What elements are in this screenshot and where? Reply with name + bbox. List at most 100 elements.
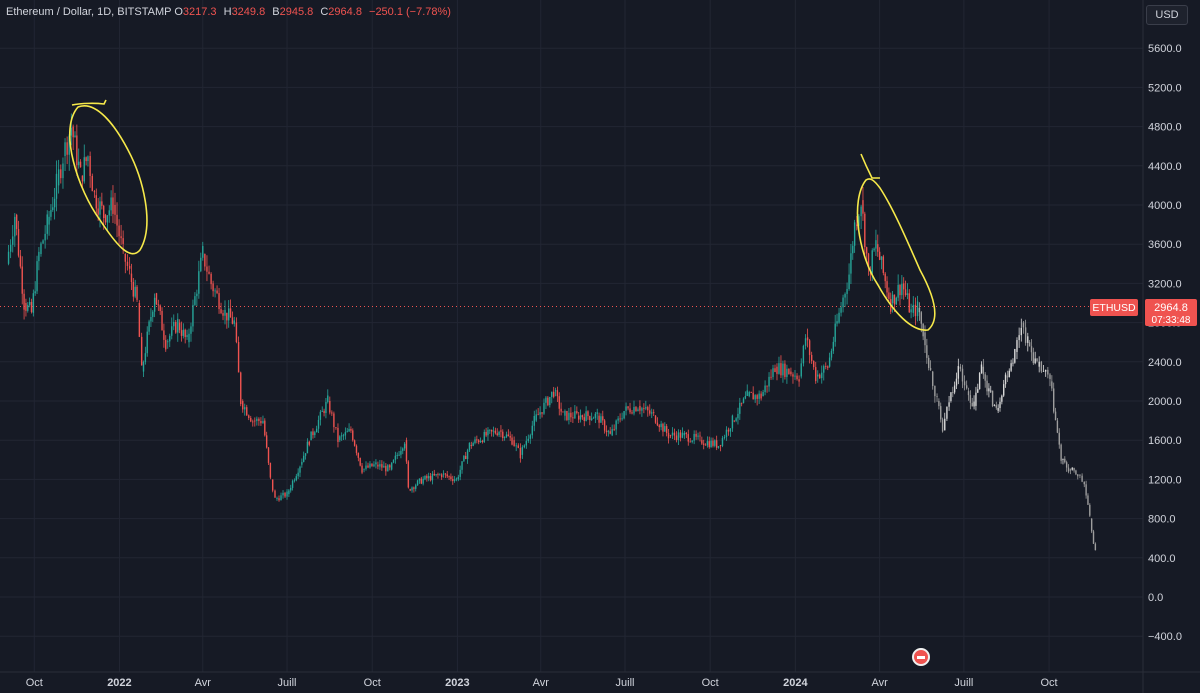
candle-body bbox=[1022, 322, 1025, 328]
candle-body bbox=[128, 265, 131, 269]
candle-body bbox=[566, 410, 568, 421]
open-label: O bbox=[174, 6, 183, 18]
candle-body bbox=[590, 418, 593, 420]
candle-body bbox=[675, 435, 678, 440]
candle-body bbox=[629, 408, 631, 413]
candle-body bbox=[155, 293, 158, 305]
candle-body bbox=[740, 402, 743, 404]
candle-body bbox=[556, 390, 559, 397]
candle-body bbox=[1058, 432, 1060, 445]
candle-body bbox=[489, 429, 491, 431]
candle-body bbox=[389, 465, 391, 468]
candle-body bbox=[169, 335, 171, 342]
candle-body bbox=[68, 135, 70, 155]
candle-body bbox=[19, 255, 22, 267]
candle-body bbox=[478, 440, 480, 443]
candle-body bbox=[677, 432, 680, 440]
candle-body bbox=[161, 310, 163, 331]
candle-body bbox=[327, 395, 329, 402]
candle-body bbox=[685, 432, 688, 435]
candle-body bbox=[553, 391, 555, 397]
candle-body bbox=[426, 475, 428, 479]
candle-body bbox=[413, 487, 415, 489]
candle-body bbox=[750, 392, 752, 393]
candle-body bbox=[643, 408, 645, 409]
candle-body bbox=[609, 431, 611, 434]
candle-body bbox=[844, 293, 846, 298]
candle-body bbox=[319, 411, 322, 420]
candle-body bbox=[689, 441, 691, 443]
candle-body bbox=[303, 455, 305, 462]
x-tick-label: 2024 bbox=[783, 677, 808, 689]
change-value: −250.1 (−7.78%) bbox=[369, 6, 451, 18]
candle-body bbox=[850, 253, 852, 274]
candle-body bbox=[14, 216, 16, 237]
candle-body bbox=[806, 337, 809, 341]
candle-body bbox=[1036, 358, 1038, 362]
candle-body bbox=[265, 435, 268, 448]
candle-body bbox=[379, 464, 381, 467]
candle-body bbox=[455, 478, 458, 480]
candle-body bbox=[916, 301, 919, 317]
candle-body bbox=[739, 402, 741, 414]
candle-body bbox=[965, 385, 968, 389]
hand-drawn-ellipse-2021 bbox=[69, 105, 148, 255]
candle-body bbox=[184, 329, 186, 337]
candle-body bbox=[977, 389, 979, 393]
candle-body bbox=[208, 271, 210, 274]
candle-body bbox=[383, 465, 385, 468]
currency-button[interactable]: USD bbox=[1146, 5, 1188, 25]
price-axis[interactable]: 5600.0 5200.0 4800.0 4400.0 4000.0 3600.0 3200… bbox=[1148, 43, 1182, 643]
candle-body bbox=[891, 294, 894, 303]
candle-body bbox=[502, 431, 504, 439]
candle-body bbox=[641, 408, 643, 411]
candle-body bbox=[918, 307, 921, 313]
candle-body bbox=[331, 412, 333, 414]
candle-body bbox=[306, 441, 309, 454]
candle-body bbox=[535, 414, 537, 421]
candle-body bbox=[79, 161, 82, 168]
economic-event-flag-icon[interactable] bbox=[912, 648, 930, 666]
candle-body bbox=[433, 473, 435, 476]
candle-body bbox=[800, 363, 802, 377]
candle-body bbox=[418, 478, 421, 481]
candle-body bbox=[817, 374, 819, 377]
candle-body bbox=[828, 357, 831, 367]
time-axis[interactable]: Oct 2022 Avr Juill Oct 2023 Avr Juill Oct 2024 Avr… bbox=[26, 677, 1058, 689]
candle-body bbox=[926, 345, 928, 358]
candle-body bbox=[256, 418, 258, 422]
candle-body bbox=[1062, 458, 1064, 460]
candle-body bbox=[617, 418, 619, 421]
candle-body bbox=[782, 363, 784, 376]
candle-body bbox=[813, 360, 815, 368]
candle-body bbox=[206, 266, 208, 272]
close-value: 2964.8 bbox=[328, 6, 362, 18]
candle-body bbox=[581, 415, 584, 418]
candle-body bbox=[708, 441, 710, 448]
candle-body bbox=[186, 335, 188, 337]
symbol-title[interactable]: Ethereum / Dollar, 1D, BITSTAMP bbox=[6, 6, 172, 18]
candle-body bbox=[967, 391, 970, 396]
candle-body bbox=[1010, 363, 1012, 371]
candle-body bbox=[359, 457, 361, 466]
candle-body bbox=[196, 293, 198, 297]
candle-body bbox=[710, 440, 712, 448]
candle-body bbox=[1075, 470, 1077, 475]
candle-body bbox=[83, 157, 85, 182]
candle-body bbox=[639, 405, 641, 411]
candle-body bbox=[834, 323, 836, 342]
y-tick-label: 3600.0 bbox=[1148, 239, 1182, 251]
candle-body bbox=[405, 440, 408, 462]
candle-body bbox=[89, 156, 91, 176]
candle-body bbox=[776, 366, 778, 374]
candle-body bbox=[948, 402, 950, 407]
candle-body bbox=[587, 411, 589, 417]
candle-body bbox=[487, 429, 489, 436]
candle-body bbox=[999, 401, 1001, 409]
candle-body bbox=[220, 309, 222, 314]
candle-body bbox=[980, 364, 983, 374]
candle-body bbox=[790, 371, 792, 375]
candle-body bbox=[1006, 376, 1009, 378]
